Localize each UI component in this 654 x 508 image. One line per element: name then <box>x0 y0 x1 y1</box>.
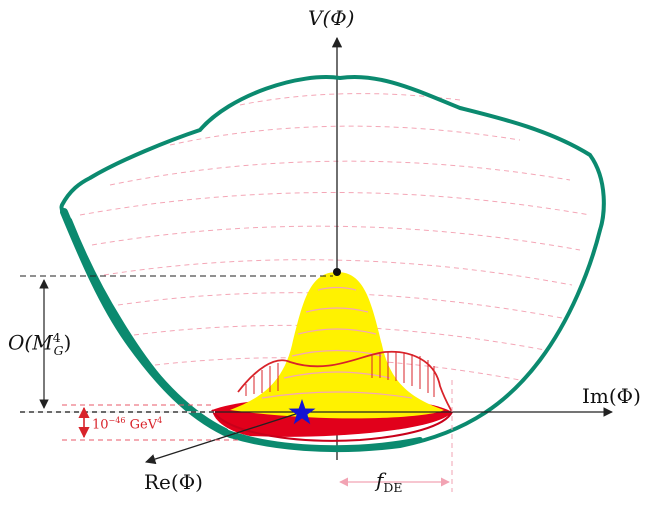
im-axis-text: Im(Φ) <box>582 384 641 408</box>
de-scale-unit: GeV <box>125 417 158 433</box>
ring-lower <box>211 409 453 442</box>
fde-sub: DE <box>383 480 403 495</box>
vacuum-star <box>288 399 316 425</box>
de-scale-exp: −46 <box>108 416 126 425</box>
de-scale-label: 10−46 GeV4 <box>92 416 162 432</box>
re-axis-text: Re(Φ) <box>144 470 203 494</box>
de-scale-base: 10 <box>92 417 109 433</box>
planck-scale-sup: 4 <box>52 330 61 345</box>
planck-scale-sub: G <box>53 342 64 358</box>
re-axis-label: Re(Φ) <box>144 470 203 494</box>
planck-scale-close: ) <box>63 330 72 355</box>
rim-hatching <box>245 352 435 397</box>
rim-red <box>237 350 453 413</box>
im-axis-label: Im(Φ) <box>582 384 641 408</box>
fde-label: fDE <box>376 468 402 495</box>
planck-scale-label: O(M4G) <box>8 330 71 358</box>
bowl-thick-left <box>60 208 229 436</box>
v-axis-label: V(Φ) <box>308 6 354 30</box>
peak-point <box>333 268 341 276</box>
v-axis-text: V(Φ) <box>308 6 355 30</box>
de-scale-unit-exp: 4 <box>157 416 163 425</box>
re-axis-line <box>145 411 303 465</box>
planck-scale-text: O(M <box>8 330 53 355</box>
fde-text: f <box>376 468 384 492</box>
hat-peak <box>230 272 444 419</box>
bowl-thick-bottom <box>222 429 423 452</box>
